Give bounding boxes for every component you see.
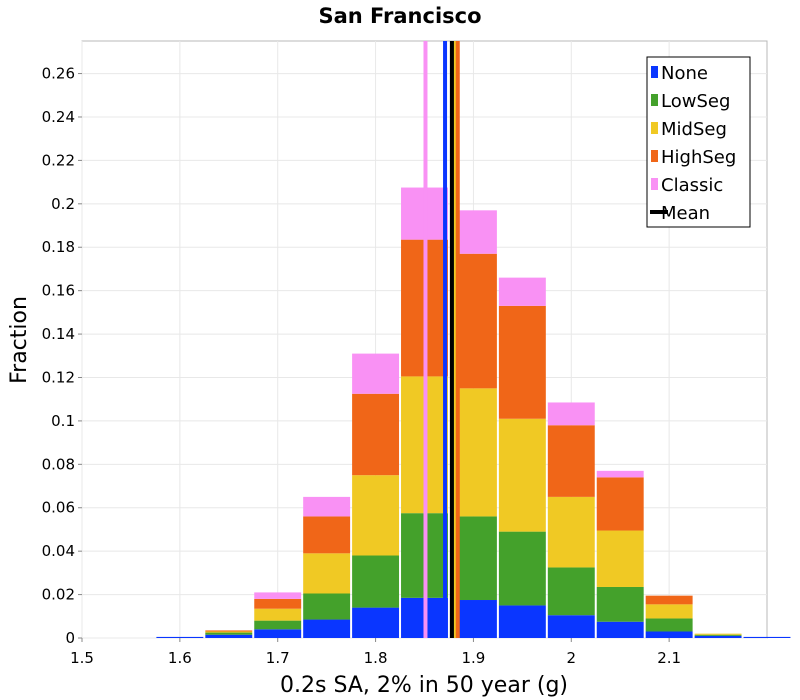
legend-label-midseg: MidSeg: [661, 119, 727, 140]
bar-none: [352, 607, 400, 638]
x-tick-label: 2: [567, 649, 577, 667]
axes: 0 0.02 0.04 0.06 0.08 0.1 0.12 0.14 0.16 0.18 0.2 0…: [42, 65, 681, 667]
bar-midseg: [254, 608, 302, 621]
bar-highseg: [303, 516, 351, 554]
bar-none: [498, 605, 546, 638]
bar-none: [743, 636, 791, 638]
legend-swatch-highseg: [651, 150, 658, 162]
bar-highseg: [352, 393, 400, 476]
bar-midseg: [694, 633, 742, 635]
bar-midseg: [547, 496, 595, 568]
bar-lowseg: [303, 593, 351, 620]
bar-midseg: [205, 631, 253, 633]
bar-lowseg: [645, 618, 693, 632]
legend-label-mean: Mean: [661, 203, 710, 224]
y-tick-label: 0.08: [42, 455, 75, 473]
bar-highseg: [205, 630, 253, 632]
bar-none: [547, 615, 595, 638]
bar-lowseg: [498, 531, 546, 606]
x-tick-label: 1.8: [364, 649, 388, 667]
bar-lowseg: [205, 632, 253, 635]
bar-midseg: [645, 604, 693, 619]
legend-swatch-lowseg: [651, 94, 658, 106]
bar-none: [645, 631, 693, 638]
y-tick-label: 0.12: [42, 368, 75, 386]
bar-lowseg: [596, 586, 644, 622]
y-tick-label: 0.02: [42, 586, 75, 604]
legend-swatch-none: [651, 66, 658, 78]
bar-classic: [596, 470, 644, 478]
legend-label-lowseg: LowSeg: [661, 91, 730, 112]
legend-label-none: None: [661, 63, 708, 84]
bar-highseg: [596, 477, 644, 531]
bar-lowseg: [694, 634, 742, 636]
bar-classic: [254, 592, 302, 599]
bar-none: [205, 634, 253, 638]
y-tick-label: 0.14: [42, 325, 75, 343]
mean-lines: [423, 41, 460, 638]
bar-midseg: [352, 475, 400, 556]
x-tick-label: 1.6: [168, 649, 192, 667]
y-tick-label: 0.04: [42, 542, 75, 560]
x-tick-label: 1.7: [266, 649, 290, 667]
bar-classic: [498, 277, 546, 306]
x-tick-label: 1.9: [461, 649, 485, 667]
bar-none: [596, 621, 644, 638]
legend: None LowSeg MidSeg HighSeg Classic Mean: [646, 56, 751, 228]
bar-classic: [352, 353, 400, 394]
y-tick-label: 0.06: [42, 499, 75, 517]
bar-highseg: [547, 425, 595, 497]
bar-midseg: [596, 530, 644, 587]
bar-midseg: [498, 418, 546, 532]
y-axis-label: Fraction: [7, 296, 32, 384]
y-tick-label: 0.16: [42, 282, 75, 300]
y-tick-label: 0.26: [42, 65, 75, 83]
bar-none: [694, 635, 742, 638]
y-tick-label: 0: [65, 629, 75, 647]
y-tick-label: 0.22: [42, 151, 75, 169]
y-tick-label: 0.2: [51, 195, 75, 213]
bar-highseg: [645, 595, 693, 605]
legend-label-classic: Classic: [661, 175, 723, 196]
bar-lowseg: [254, 620, 302, 630]
y-tick-label: 0.18: [42, 238, 75, 256]
legend-box: [646, 56, 751, 228]
bar-highseg: [254, 598, 302, 609]
bar-midseg: [303, 553, 351, 594]
x-tick-label: 2.1: [657, 649, 681, 667]
bar-none: [156, 636, 204, 638]
bar-none: [303, 619, 351, 638]
y-tick-label: 0.24: [42, 108, 75, 126]
legend-label-highseg: HighSeg: [661, 147, 736, 168]
x-tick-label: 1.5: [70, 649, 94, 667]
legend-swatch-classic: [651, 178, 658, 190]
chart-title: San Francisco: [318, 4, 481, 28]
bar-highseg: [498, 305, 546, 419]
x-axis-label: 0.2s SA, 2% in 50 year (g): [280, 673, 568, 698]
legend-swatch-midseg: [651, 122, 658, 134]
bar-lowseg: [547, 567, 595, 616]
bar-classic: [303, 496, 351, 517]
bar-classic: [547, 402, 595, 426]
bar-none: [254, 629, 302, 638]
bar-lowseg: [352, 555, 400, 608]
y-tick-label: 0.1: [51, 412, 75, 430]
